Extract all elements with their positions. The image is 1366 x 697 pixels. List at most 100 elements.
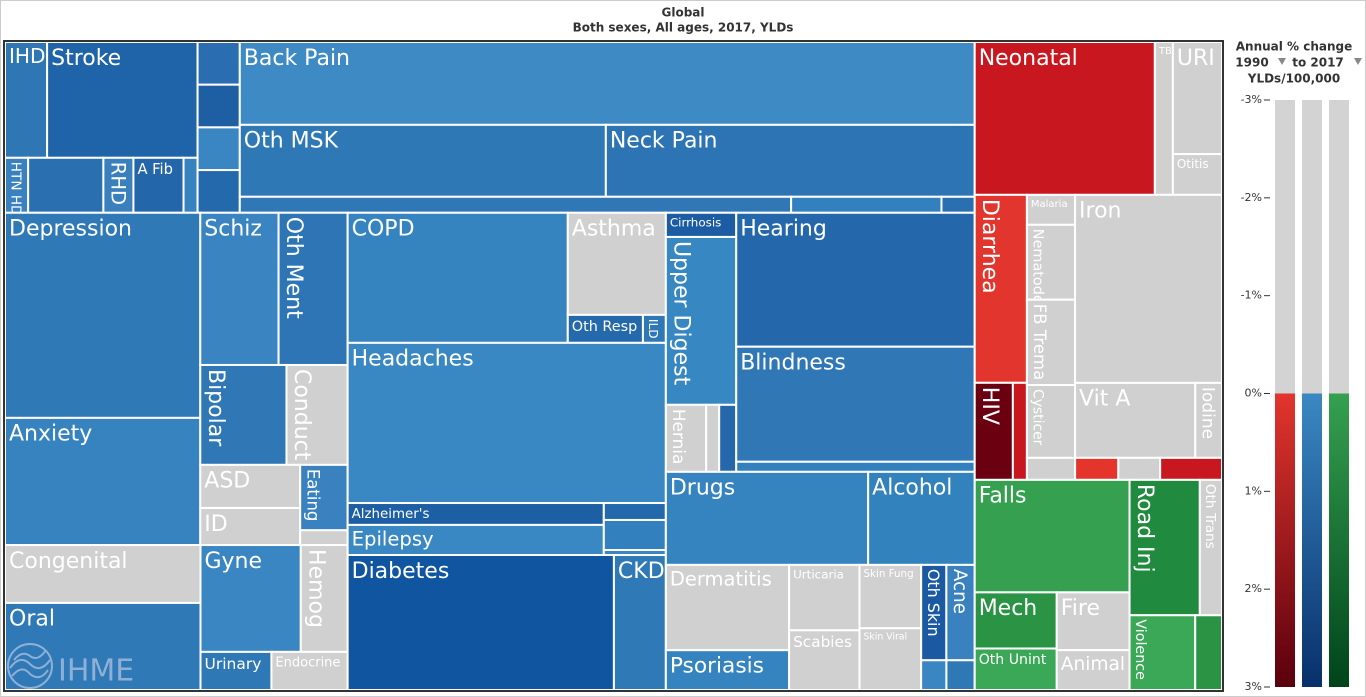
treemap-cell	[945, 659, 976, 692]
cell-label: Oth Skin	[924, 569, 943, 637]
treemap-cell	[1194, 381, 1224, 459]
treemap-cell	[1074, 456, 1120, 481]
treemap-cell	[973, 41, 1156, 196]
chart-subtitle: Both sexes, All ages, 2017, YLDs	[573, 21, 794, 35]
cell-label: Malaria	[1031, 199, 1068, 210]
legend-tick-label: 2%	[1245, 582, 1262, 595]
treemap: IHD Stroke HTN HD RHD A Fib Back Pain Oth MSK N…	[4, 41, 1224, 692]
cell-label: Oth Resp	[572, 319, 638, 335]
cell-label: Road Inj	[1132, 484, 1157, 573]
chart-title: Global	[661, 6, 704, 20]
cell-label: IHD	[9, 44, 46, 68]
treemap-cell	[346, 211, 569, 344]
cell-label: Diarrhea	[977, 199, 1002, 294]
treemap-cell	[27, 156, 105, 214]
cell-label: Cysticer	[1029, 389, 1045, 446]
treemap-frame	[3, 40, 1224, 692]
treemap-cell	[196, 169, 241, 214]
cell-label: Drugs	[670, 476, 735, 501]
treemap-cell	[664, 403, 708, 473]
treemap-cell	[735, 345, 976, 463]
cell-label: Animal	[1061, 654, 1125, 675]
treemap-cell	[790, 195, 943, 214]
cell-label: Scabies	[793, 633, 852, 651]
treemap-cell	[940, 195, 976, 214]
treemap-cell	[973, 591, 1058, 650]
cell-label: Hernia	[669, 409, 689, 465]
cell-label: Alcohol	[872, 476, 952, 501]
cell-label: Neck Pain	[610, 129, 718, 154]
cell-label: Falls	[979, 484, 1027, 509]
legend-color-scale	[1329, 393, 1349, 687]
cell-label: Headaches	[352, 347, 474, 372]
treemap-cell	[196, 83, 241, 129]
treemap-cell	[920, 659, 948, 692]
treemap-cell	[4, 41, 49, 159]
cell-label: Vit A	[1079, 387, 1130, 412]
cell-label: Schiz	[204, 217, 262, 242]
cell-label: Iron	[1079, 199, 1121, 224]
treemap-cell	[1055, 591, 1131, 652]
treemap-cell	[196, 126, 241, 172]
cell-label: FB Trema	[1030, 304, 1049, 380]
treemap-cell	[285, 363, 349, 466]
cell-label: RHD	[106, 162, 129, 205]
treemap-cell	[920, 563, 948, 662]
cell-label: Back Pain	[244, 46, 350, 71]
cell-label: Conduct	[289, 369, 314, 461]
legend: -3% -2% -1% 0% 1% 2% 3%	[1241, 93, 1349, 693]
dropdown-icon[interactable]	[1354, 58, 1362, 65]
cell-label: Dermatitis	[670, 567, 772, 590]
cell-label: Blindness	[740, 351, 846, 376]
legend-color-scale	[1275, 393, 1295, 687]
treemap-cell	[1194, 614, 1224, 691]
legend-from: 1990	[1235, 56, 1268, 70]
treemap-cell	[1025, 298, 1077, 387]
treemap-cell	[664, 563, 791, 652]
logo: IHME	[7, 643, 134, 689]
cell-label: Skin Viral	[864, 632, 908, 643]
cell-label: HIV	[977, 387, 1002, 425]
cell-label: Violence	[1132, 619, 1148, 680]
treemap-cell	[4, 601, 202, 692]
treemap-cell	[566, 211, 667, 316]
treemap-cell	[182, 156, 199, 214]
treemap-cell	[346, 341, 667, 505]
cell-label: HTN HD	[7, 162, 23, 216]
cell-label: Nematode	[1029, 229, 1045, 304]
cell-label: Iodine	[1198, 387, 1218, 439]
cell-label: TB	[1158, 46, 1172, 57]
treemap-cell	[705, 403, 721, 473]
cell-label: Epilepsy	[352, 528, 434, 551]
dropdown-icon[interactable]	[1278, 58, 1286, 65]
cell-label: Depression	[9, 217, 132, 242]
cell-label: Hemog	[303, 549, 328, 628]
cell-label: Congenital	[9, 549, 128, 574]
cell-label: Fire	[1061, 596, 1100, 621]
treemap-cell	[718, 403, 738, 473]
legend-to: to 2017	[1292, 56, 1344, 70]
treemap-cell	[664, 470, 870, 566]
cell-label: Urticaria	[793, 568, 844, 582]
treemap-cell	[602, 502, 667, 521]
treemap-cell	[299, 529, 349, 547]
treemap-cell	[1128, 478, 1201, 617]
legend-tick-label: -1%	[1241, 289, 1262, 302]
cell-label: Skin Fung	[864, 568, 914, 580]
treemap-cell	[270, 650, 349, 692]
cell-label: CKD	[618, 559, 665, 584]
cell-label: Cirrhosis	[670, 215, 721, 229]
cell-label: Stroke	[51, 46, 121, 71]
cell-label: Bipolar	[203, 369, 228, 447]
cell-label: COPD	[352, 217, 415, 242]
legend-tick-label: -2%	[1241, 191, 1262, 204]
treemap-cell	[196, 41, 241, 86]
legend-color-scale	[1302, 393, 1322, 687]
cell-label: Otitis	[1177, 157, 1209, 171]
cell-label: Oth Ment	[281, 217, 306, 319]
treemap-cell	[199, 211, 280, 366]
treemap-cell	[299, 544, 349, 653]
cell-label: ILD	[646, 319, 660, 339]
legend-unit: YLDs/100,000	[1247, 72, 1340, 86]
